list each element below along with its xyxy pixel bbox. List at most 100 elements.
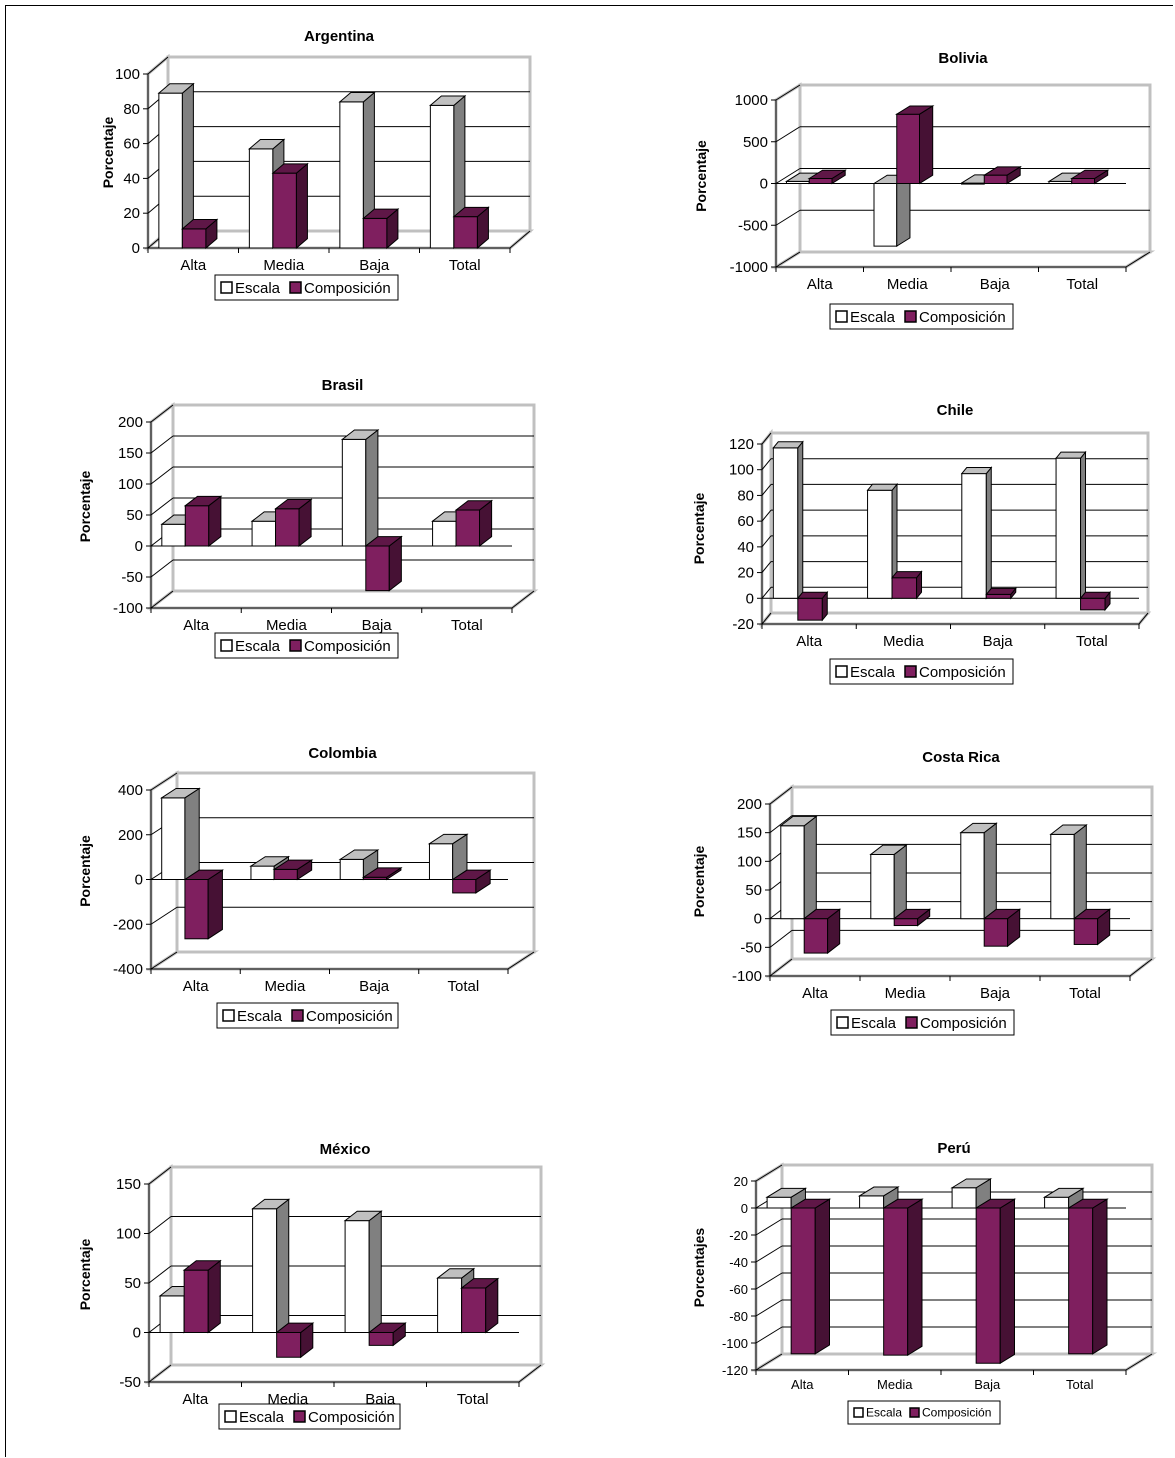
- y-tick-label: -400: [113, 961, 143, 978]
- gridline-side: [150, 497, 174, 516]
- bar-composicion-alta: [789, 1198, 832, 1355]
- y-tick-label: 20: [123, 205, 140, 222]
- x-tick-label: Baja: [983, 633, 1014, 650]
- y-tick-label: 0: [132, 240, 140, 257]
- x-tick-label: Baja: [362, 617, 393, 634]
- bar-composicion-media: [271, 162, 309, 250]
- bar-composicion-total: [1066, 1198, 1109, 1355]
- bar-composicion-baja: [362, 207, 400, 250]
- bar-escala-media: [251, 1198, 291, 1334]
- chart-title: Costa Rica: [922, 749, 1000, 766]
- x-axis-end: [1129, 958, 1153, 977]
- gridline-side: [761, 509, 772, 522]
- legend-swatch: [905, 1016, 918, 1029]
- legend-label: Composición: [306, 1008, 393, 1025]
- x-axis-end: [507, 951, 535, 970]
- gridline-side: [755, 1272, 783, 1290]
- y-tick-label: -100: [113, 600, 143, 617]
- chart-title: Argentina: [304, 28, 375, 45]
- legend-swatch: [836, 1016, 849, 1029]
- bar-escala-media: [872, 174, 912, 248]
- bar-escala-alta: [779, 815, 818, 920]
- y-axis-label: Porcentaje: [77, 835, 93, 907]
- legend: Escala Composición: [829, 658, 1014, 685]
- y-tick-label: 200: [737, 796, 762, 813]
- y-tick-label: 50: [745, 882, 762, 899]
- bar-composicion-media: [895, 105, 935, 185]
- chart-costa-rica: -100 -50 0 50 100 150 200 Alta Media Baja Total Cos…: [691, 749, 1157, 1036]
- legend-label: Composición: [304, 638, 391, 655]
- legend-label: Escala: [235, 638, 281, 655]
- bar-composicion-baja: [367, 1322, 407, 1347]
- x-tick-label: Alta: [182, 1391, 209, 1408]
- gridline-side: [147, 56, 169, 75]
- legend-swatch: [909, 1407, 920, 1418]
- bar-escala-alta: [765, 1187, 808, 1209]
- bar-composicion-alta: [181, 218, 219, 250]
- x-tick-label: Alta: [183, 978, 210, 995]
- legend: Escala Composición: [214, 274, 399, 301]
- y-tick-label: 0: [754, 911, 762, 928]
- gridline-side: [150, 466, 174, 485]
- y-tick-label: -50: [119, 1374, 141, 1391]
- y-tick-label: 150: [737, 825, 762, 842]
- y-tick-label: 40: [737, 539, 754, 556]
- bar-escala-baja: [340, 428, 380, 548]
- legend-swatch: [222, 1009, 235, 1022]
- legend-label: Escala: [851, 1015, 897, 1032]
- gridline-side: [148, 1265, 172, 1284]
- gridline-side: [769, 958, 793, 977]
- bar-composicion-baja: [982, 908, 1022, 948]
- bar-composicion-media: [891, 570, 923, 600]
- bar-escala-media: [866, 482, 899, 600]
- x-tick-label: Alta: [807, 276, 834, 293]
- gridline-side: [150, 559, 174, 578]
- y-tick-label: 150: [116, 1176, 141, 1193]
- y-tick-label: 0: [133, 1325, 141, 1342]
- floor: [750, 1352, 1158, 1372]
- x-tick-label: Media: [877, 1377, 913, 1392]
- y-tick-label: -20: [729, 1228, 748, 1243]
- y-tick-label: 200: [118, 827, 143, 844]
- gridline-side: [775, 168, 801, 184]
- legend-swatch: [835, 310, 848, 323]
- legend-swatch: [291, 1009, 304, 1022]
- floor: [770, 250, 1156, 269]
- y-tick-label: 0: [760, 176, 768, 193]
- legend: Escala Composición: [830, 1009, 1015, 1036]
- gridline-side: [148, 1166, 172, 1185]
- gridline-side: [761, 612, 772, 625]
- gridline-side: [761, 484, 772, 496]
- x-tick-label: Media: [883, 633, 925, 650]
- bar-escala-total: [428, 94, 467, 250]
- bar-escala-alta: [160, 787, 201, 881]
- legend-swatch: [904, 665, 917, 678]
- gridline-side: [775, 126, 801, 143]
- gridline-side: [769, 929, 793, 948]
- y-tick-label: 50: [126, 507, 143, 524]
- legend-label: Composición: [920, 1015, 1007, 1032]
- chart-title: Chile: [937, 402, 974, 419]
- legend-swatch: [853, 1407, 864, 1418]
- gridline-side: [755, 1326, 783, 1344]
- gridline-side: [150, 404, 174, 423]
- chart-title: México: [320, 1141, 371, 1158]
- gridline-side: [761, 458, 772, 471]
- gridline-side: [761, 586, 772, 599]
- bar-escala-baja: [343, 1210, 383, 1334]
- bar-composicion-alta: [807, 169, 847, 185]
- legend-swatch: [224, 1410, 237, 1423]
- y-tick-label: 400: [118, 782, 143, 799]
- legend: Escala Composición: [214, 632, 399, 659]
- y-axis-label: Porcentajes: [691, 1228, 707, 1308]
- x-tick-label: Baja: [974, 1377, 1001, 1392]
- y-tick-label: 100: [737, 853, 762, 870]
- bar-composicion-media: [881, 1198, 924, 1357]
- x-tick-label: Total: [451, 617, 483, 634]
- x-tick-label: Media: [887, 276, 929, 293]
- bar-escala-baja: [950, 1178, 993, 1209]
- gridline-side: [761, 432, 772, 445]
- bar-escala-total: [1042, 1187, 1085, 1209]
- gridline-side: [755, 1245, 783, 1263]
- x-axis-end: [511, 590, 535, 609]
